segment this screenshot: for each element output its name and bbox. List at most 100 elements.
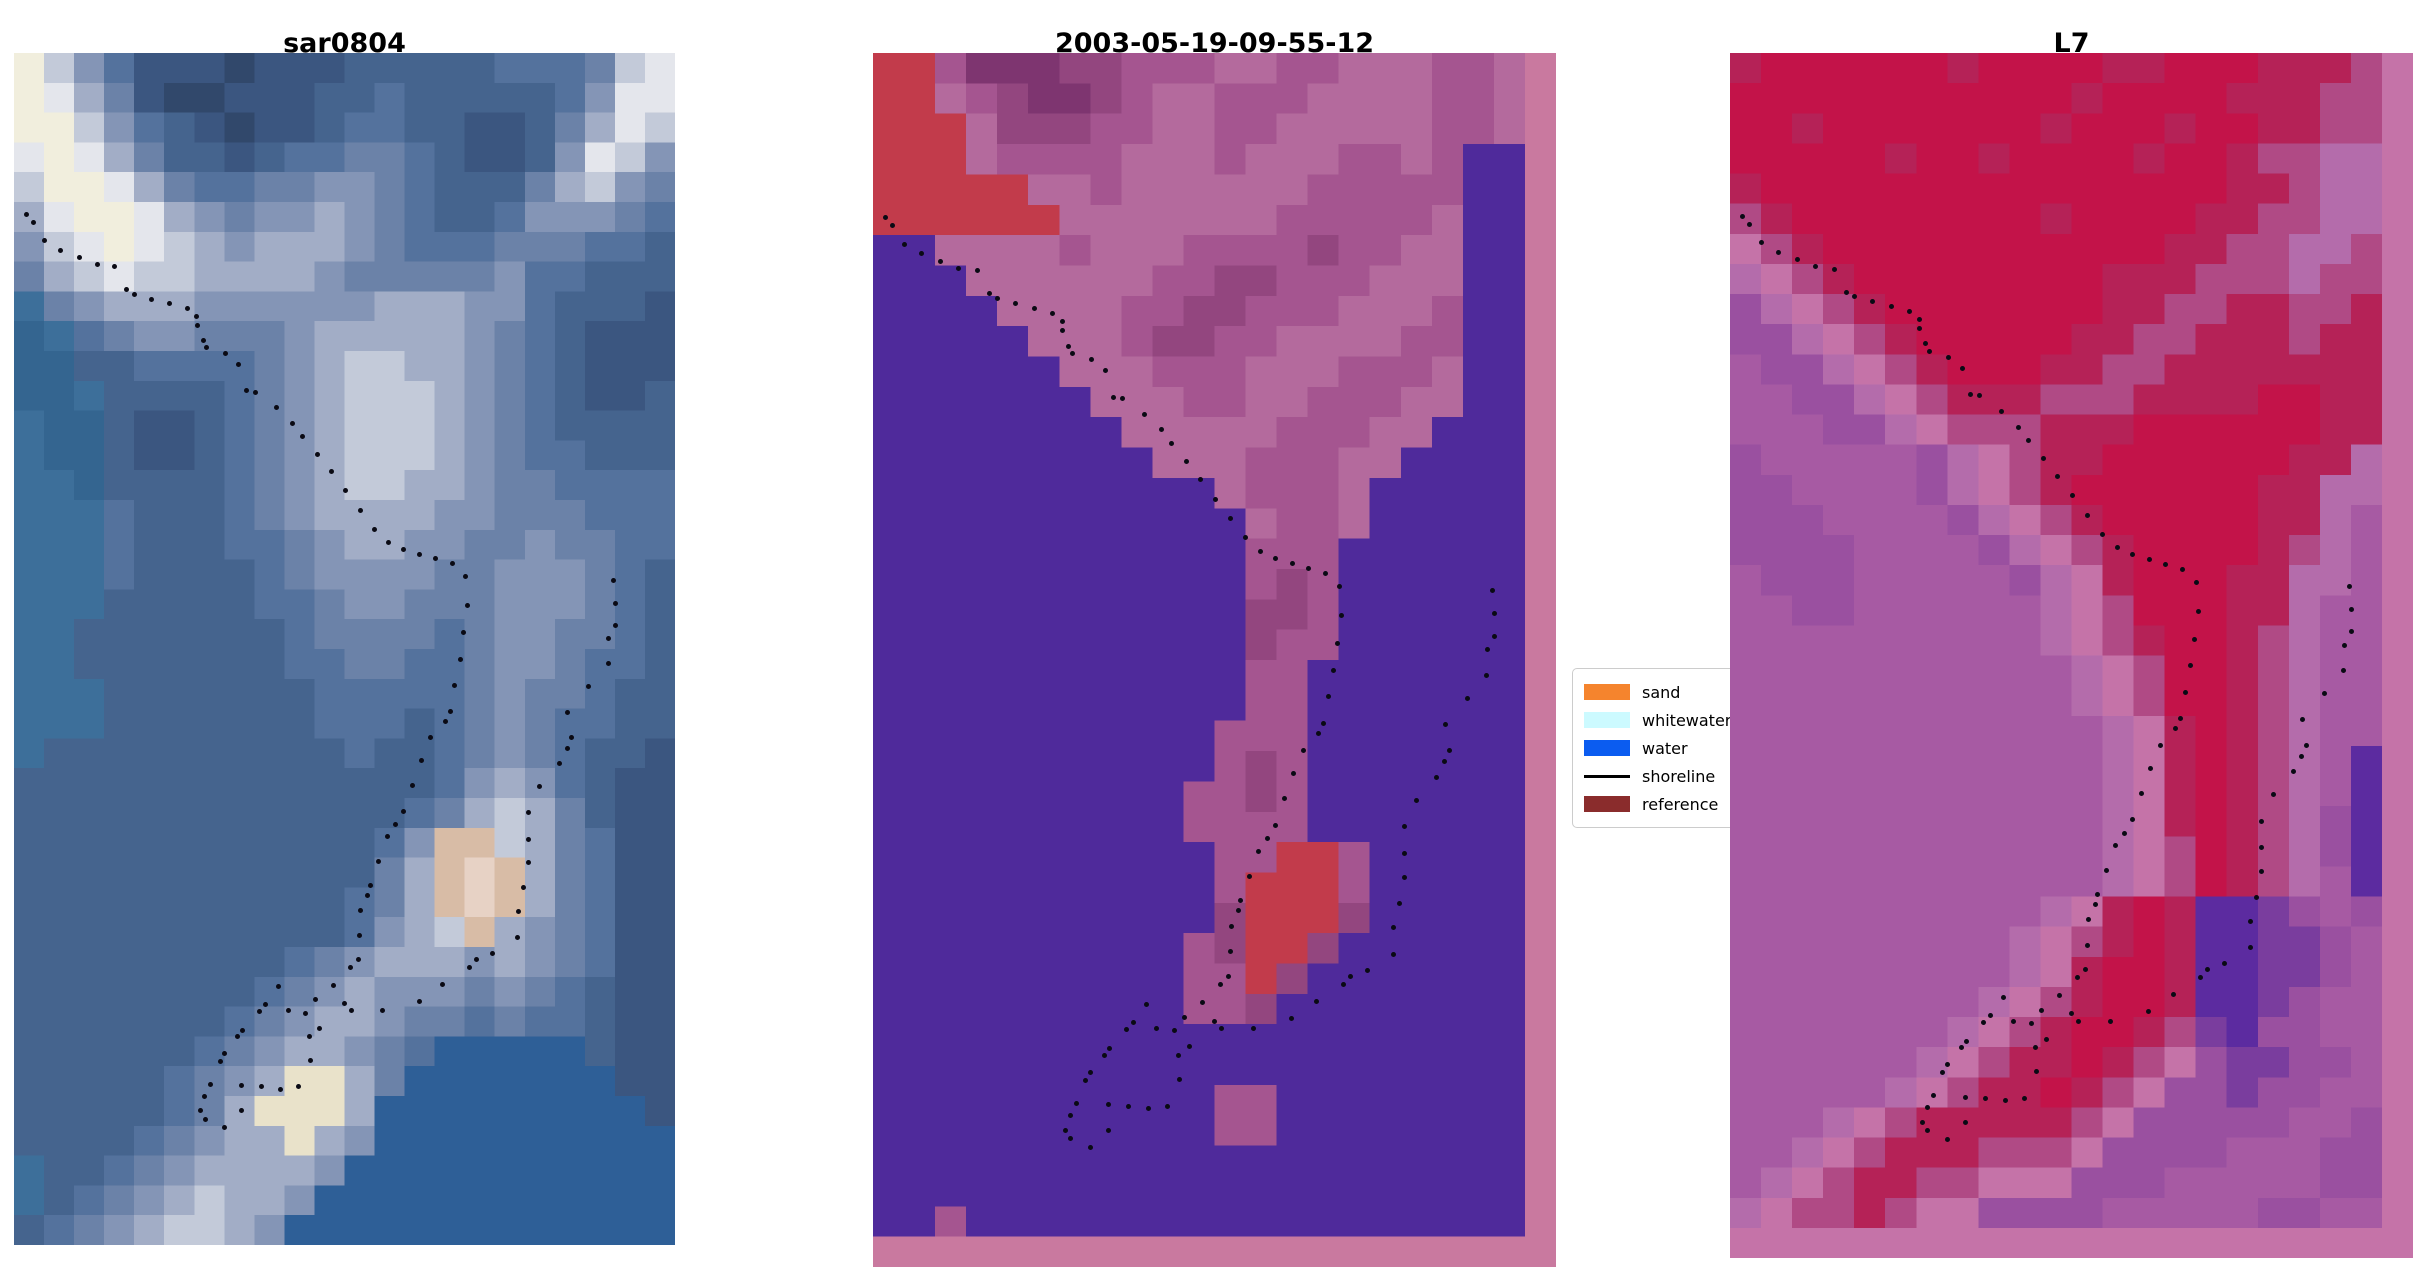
shoreline-dot xyxy=(418,757,424,763)
shoreline-dot xyxy=(1464,695,1470,701)
shoreline-dot xyxy=(235,1034,241,1040)
shoreline-dot xyxy=(2129,817,2135,823)
shoreline-dot xyxy=(890,223,896,229)
shoreline-dot xyxy=(1740,213,1746,219)
shoreline-dot xyxy=(1119,395,1125,401)
shoreline-dot xyxy=(1110,394,1116,400)
shoreline-dot xyxy=(1272,823,1278,829)
shoreline-dot xyxy=(1323,570,1329,576)
shoreline-dot xyxy=(1217,982,1223,988)
sand-color-swatch xyxy=(1584,684,1630,700)
shoreline-dot xyxy=(263,1002,269,1008)
shoreline-dot xyxy=(1433,774,1439,780)
shoreline-dot xyxy=(1200,1000,1206,1006)
shoreline-dot xyxy=(1105,1102,1111,1108)
shoreline-dot xyxy=(2084,942,2090,948)
shoreline-dot xyxy=(400,809,406,815)
shoreline-dot xyxy=(901,241,907,247)
shoreline-dot xyxy=(2299,717,2305,723)
shoreline-dot xyxy=(525,860,531,866)
shoreline-dot xyxy=(1338,613,1344,619)
shoreline-dot xyxy=(956,265,962,271)
shoreline-dot xyxy=(2205,966,2211,972)
shoreline-dot xyxy=(1291,770,1297,776)
shoreline-dot xyxy=(236,362,242,368)
shoreline-dot xyxy=(252,389,258,395)
shoreline-dot xyxy=(1348,973,1354,979)
shoreline-dot xyxy=(202,1094,208,1099)
shoreline-dot xyxy=(2068,1011,2074,1017)
shoreline-dot xyxy=(449,561,455,567)
shoreline-dot xyxy=(466,965,472,971)
shoreline-dot xyxy=(203,1116,209,1122)
shoreline-dot xyxy=(1101,1052,1107,1058)
shoreline-dot xyxy=(1073,1101,1079,1107)
shoreline-dot xyxy=(1306,565,1312,571)
shoreline-dot xyxy=(357,507,363,513)
shoreline-dot xyxy=(2342,642,2348,648)
shoreline-dot xyxy=(285,1008,291,1014)
shoreline-dot xyxy=(605,661,611,667)
shoreline-dot xyxy=(1870,299,1876,305)
shoreline-dot xyxy=(2025,437,2031,443)
shoreline-dot xyxy=(1980,1019,1986,1025)
shoreline-dot xyxy=(1401,875,1407,881)
shoreline-dot xyxy=(379,1008,385,1014)
shoreline-dot xyxy=(1844,289,1850,295)
shoreline-dot xyxy=(2085,917,2091,923)
shoreline-dot xyxy=(417,551,423,557)
shoreline-dot xyxy=(2258,869,2264,875)
shoreline-dot xyxy=(1013,301,1019,307)
shoreline-dot xyxy=(132,291,138,297)
panel-l7: L7 xyxy=(1730,28,2413,1258)
shoreline-dot xyxy=(1226,973,1232,979)
shoreline-dot xyxy=(208,1082,214,1088)
shoreline-dot xyxy=(1336,583,1342,589)
shoreline-dot xyxy=(1288,1016,1294,1022)
shoreline-dot xyxy=(2180,566,2186,572)
shoreline-dot xyxy=(1168,440,1174,446)
shoreline-dot xyxy=(1401,851,1407,857)
legend-item-whitewater: whitewater xyxy=(1584,711,1766,730)
shoreline-dot xyxy=(1962,1094,1968,1100)
shoreline-dot xyxy=(2021,1095,2027,1101)
shoreline-dot xyxy=(974,268,980,274)
shoreline-dot xyxy=(461,630,467,636)
shoreline-dot xyxy=(1321,721,1327,727)
shoreline-dot xyxy=(330,983,336,989)
shoreline-dot xyxy=(2170,992,2176,998)
legend-item-water: water xyxy=(1584,739,1766,758)
shoreline-dot xyxy=(256,1009,262,1015)
shoreline-dot xyxy=(290,420,296,426)
shoreline-dot xyxy=(1489,587,1495,593)
shoreline-dot xyxy=(2057,993,2063,999)
shoreline-dot xyxy=(1747,222,1753,228)
shoreline-dot xyxy=(1944,1136,1950,1142)
shoreline-dot xyxy=(1813,264,1819,270)
shoreline-dot xyxy=(1758,240,1764,246)
shoreline-dot xyxy=(1491,610,1497,616)
legend-item-reference: reference xyxy=(1584,795,1766,814)
shoreline-dot xyxy=(393,822,399,828)
shoreline-dot xyxy=(2095,892,2101,898)
shoreline-dot xyxy=(1831,266,1837,272)
shoreline-dot xyxy=(569,735,575,741)
shoreline-dot xyxy=(1087,1144,1093,1150)
shoreline-dot xyxy=(1069,350,1075,356)
shoreline-dot xyxy=(2193,579,2199,585)
shoreline-dot xyxy=(1944,1061,1950,1067)
shoreline-dot xyxy=(2015,424,2021,430)
shoreline-dot xyxy=(1967,392,1973,397)
shoreline-dot xyxy=(1906,308,1912,314)
shoreline-dot xyxy=(1088,356,1094,362)
shoreline-dot xyxy=(1227,949,1233,955)
shoreline-dot xyxy=(239,1108,245,1114)
shoreline-dot xyxy=(2103,867,2109,873)
shoreline-dot xyxy=(2346,583,2352,589)
shoreline-dot xyxy=(375,859,381,865)
shoreline-dot xyxy=(1125,1103,1131,1109)
shoreline-dot xyxy=(371,526,377,532)
shoreline-dot xyxy=(2258,845,2264,851)
shoreline-dot xyxy=(2182,689,2188,695)
